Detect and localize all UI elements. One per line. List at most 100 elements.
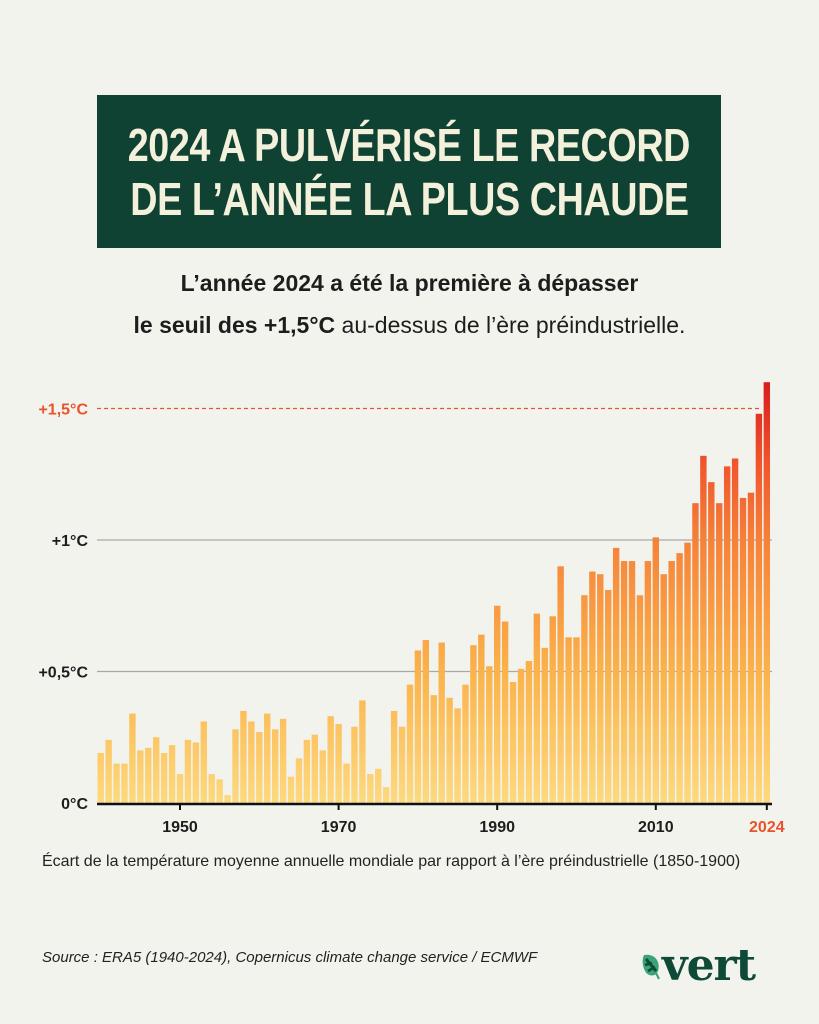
bar-1990 xyxy=(494,605,501,803)
bar-2022 xyxy=(747,492,755,803)
bar-1945 xyxy=(137,750,144,803)
bar-1962 xyxy=(271,729,279,803)
bar-1980 xyxy=(414,650,422,803)
bar-1998 xyxy=(557,566,564,803)
bar-1941 xyxy=(105,739,112,803)
bar-2024 xyxy=(763,382,771,803)
bar-1963 xyxy=(279,718,287,803)
bar-2006 xyxy=(620,561,628,803)
bar-2007 xyxy=(628,561,636,803)
bar-2005 xyxy=(612,547,620,803)
bar-1999 xyxy=(565,637,572,803)
bar-1995 xyxy=(533,613,541,803)
bar-2021 xyxy=(739,497,747,803)
bar-1984 xyxy=(446,697,453,803)
bar-2016 xyxy=(700,455,707,803)
bar-2009 xyxy=(644,561,652,803)
bar-1960 xyxy=(256,731,263,803)
bar-1943 xyxy=(121,763,128,803)
threshold-label: +1,5°C xyxy=(38,402,88,419)
y-tick-label: 0°C xyxy=(61,796,88,813)
bar-1951 xyxy=(184,739,192,803)
bar-2002 xyxy=(589,571,596,803)
bar-2000 xyxy=(573,637,580,803)
x-tick-label: 2010 xyxy=(638,819,674,836)
bar-2015 xyxy=(692,503,699,803)
bar-1986 xyxy=(462,684,469,803)
x-tick-label: 1950 xyxy=(162,819,198,836)
x-tick-label: 1990 xyxy=(479,819,515,836)
bar-1942 xyxy=(113,763,120,803)
bar-1982 xyxy=(430,695,437,803)
bar-1944 xyxy=(129,713,136,803)
bar-2003 xyxy=(597,574,604,803)
bar-1954 xyxy=(208,774,215,803)
bar-1993 xyxy=(517,668,525,803)
bar-1968 xyxy=(319,750,326,803)
bar-1965 xyxy=(295,758,303,803)
subtitle-line-1: L’année 2024 a été la première à dépasse… xyxy=(180,270,639,296)
bar-1966 xyxy=(303,739,311,803)
x-tick-label: 1970 xyxy=(321,819,357,836)
bar-2001 xyxy=(581,595,588,803)
bar-2012 xyxy=(668,561,675,803)
bar-1957 xyxy=(232,729,239,803)
title-banner: 2024 A PULVÉRISÉ LE RECORD DE L’ANNÉE LA… xyxy=(97,95,721,248)
y-tick-label: +0,5°C xyxy=(38,665,88,682)
bar-1975 xyxy=(375,768,382,803)
bar-1997 xyxy=(549,616,556,803)
bar-2014 xyxy=(684,542,691,803)
bar-2004 xyxy=(605,589,612,803)
bar-1989 xyxy=(486,666,493,803)
logo-text: vert xyxy=(662,940,756,991)
bar-1964 xyxy=(287,776,295,803)
subtitle-rest: au-dessus de l’ère préindustrielle. xyxy=(335,312,686,338)
subtitle-line-2: le seuil des +1,5°C au-dessus de l’ère p… xyxy=(0,312,819,339)
bar-2023 xyxy=(755,413,763,803)
bar-2020 xyxy=(731,458,739,803)
bar-2008 xyxy=(636,595,644,803)
bar-1996 xyxy=(541,647,548,803)
bar-1946 xyxy=(145,747,152,803)
bar-1981 xyxy=(422,639,430,803)
source-note: Source : ERA5 (1940-2024), Copernicus cl… xyxy=(42,949,538,966)
bar-1969 xyxy=(327,716,334,803)
title-line-2: DE L’ANNÉE LA PLUS CHAUDE xyxy=(129,172,689,225)
bar-1958 xyxy=(240,710,247,803)
bar-2010 xyxy=(652,537,659,803)
bar-1992 xyxy=(509,682,517,803)
chart-caption: Écart de la température moyenne annuelle… xyxy=(42,853,741,870)
title-line-1: 2024 A PULVÉRISÉ LE RECORD xyxy=(127,118,691,171)
bar-1978 xyxy=(398,726,406,803)
bar-1987 xyxy=(470,645,477,803)
bar-1956 xyxy=(224,795,231,803)
bar-2019 xyxy=(723,466,731,803)
bar-2017 xyxy=(708,482,715,803)
leaf-icon xyxy=(642,954,660,980)
bar-1994 xyxy=(525,660,533,803)
bar-1950 xyxy=(176,774,184,803)
bar-1970 xyxy=(335,724,342,803)
bar-2018 xyxy=(716,503,723,803)
bar-1983 xyxy=(438,642,445,803)
bar-1953 xyxy=(200,721,207,803)
bar-1974 xyxy=(367,774,374,803)
bar-1947 xyxy=(153,737,160,803)
bar-1948 xyxy=(160,753,168,803)
bar-1952 xyxy=(192,742,200,803)
bar-1985 xyxy=(454,708,461,803)
bar-1988 xyxy=(478,634,485,803)
bar-1955 xyxy=(216,779,223,803)
bar-1967 xyxy=(311,734,319,803)
bar-1959 xyxy=(248,721,255,803)
bar-1979 xyxy=(406,684,414,803)
bar-2011 xyxy=(660,574,667,803)
bar-2013 xyxy=(676,553,683,803)
subtitle-highlight: le seuil des +1,5°C xyxy=(133,312,336,338)
bar-1961 xyxy=(264,713,271,803)
bar-1949 xyxy=(168,745,176,803)
bar-1971 xyxy=(343,763,350,803)
bar-1976 xyxy=(382,787,390,803)
bar-1991 xyxy=(501,621,509,803)
